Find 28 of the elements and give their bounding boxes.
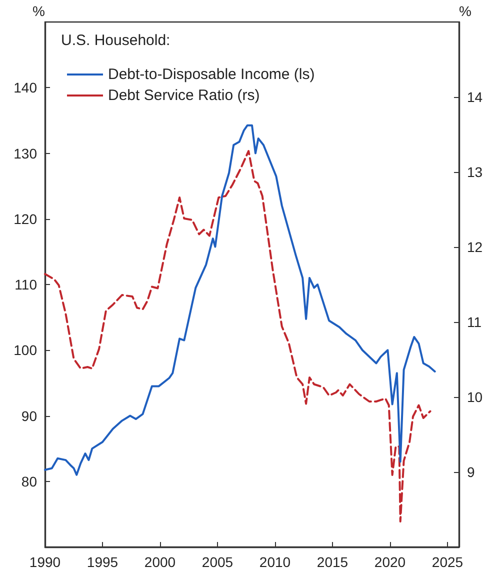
line-series — [44, 124, 436, 476]
y2-tick-label: 9 — [467, 464, 475, 480]
y2-tick-label: 13 — [467, 164, 483, 180]
y2-tick-label: 12 — [467, 239, 483, 255]
legend-label: Debt Service Ratio (rs) — [108, 87, 260, 104]
y-tick-label: 110 — [14, 276, 38, 292]
x-tick-label: 1990 — [29, 554, 61, 570]
y-tick-label: 130 — [14, 145, 38, 162]
y-tick-label: 140 — [14, 80, 38, 96]
legend-title: U.S. Household: — [61, 32, 170, 49]
x-tick-label: 2015 — [316, 554, 348, 570]
y-axis-title: % — [32, 3, 45, 19]
y-tick-label: 80 — [21, 473, 38, 490]
line-series — [44, 150, 432, 522]
x-tick-label: 2025 — [432, 554, 464, 570]
legend-label: Debt-to-Disposable Income (ls) — [108, 66, 315, 83]
y2-tick-label: 10 — [467, 389, 483, 405]
x-tick-label: 2000 — [144, 554, 176, 570]
y-tick-label: 100 — [14, 342, 38, 358]
y-tick-label: 120 — [14, 210, 38, 227]
x-tick-label: 2005 — [202, 554, 234, 570]
x-tick-label: 2010 — [259, 554, 291, 570]
x-tick-label: 1995 — [86, 554, 118, 570]
y2-axis-title: % — [459, 3, 472, 19]
y-tick-label: 90 — [21, 408, 38, 424]
y2-tick-label: 11 — [467, 314, 482, 330]
x-tick-label: 2020 — [374, 554, 406, 570]
y2-tick-label: 14 — [467, 89, 483, 105]
